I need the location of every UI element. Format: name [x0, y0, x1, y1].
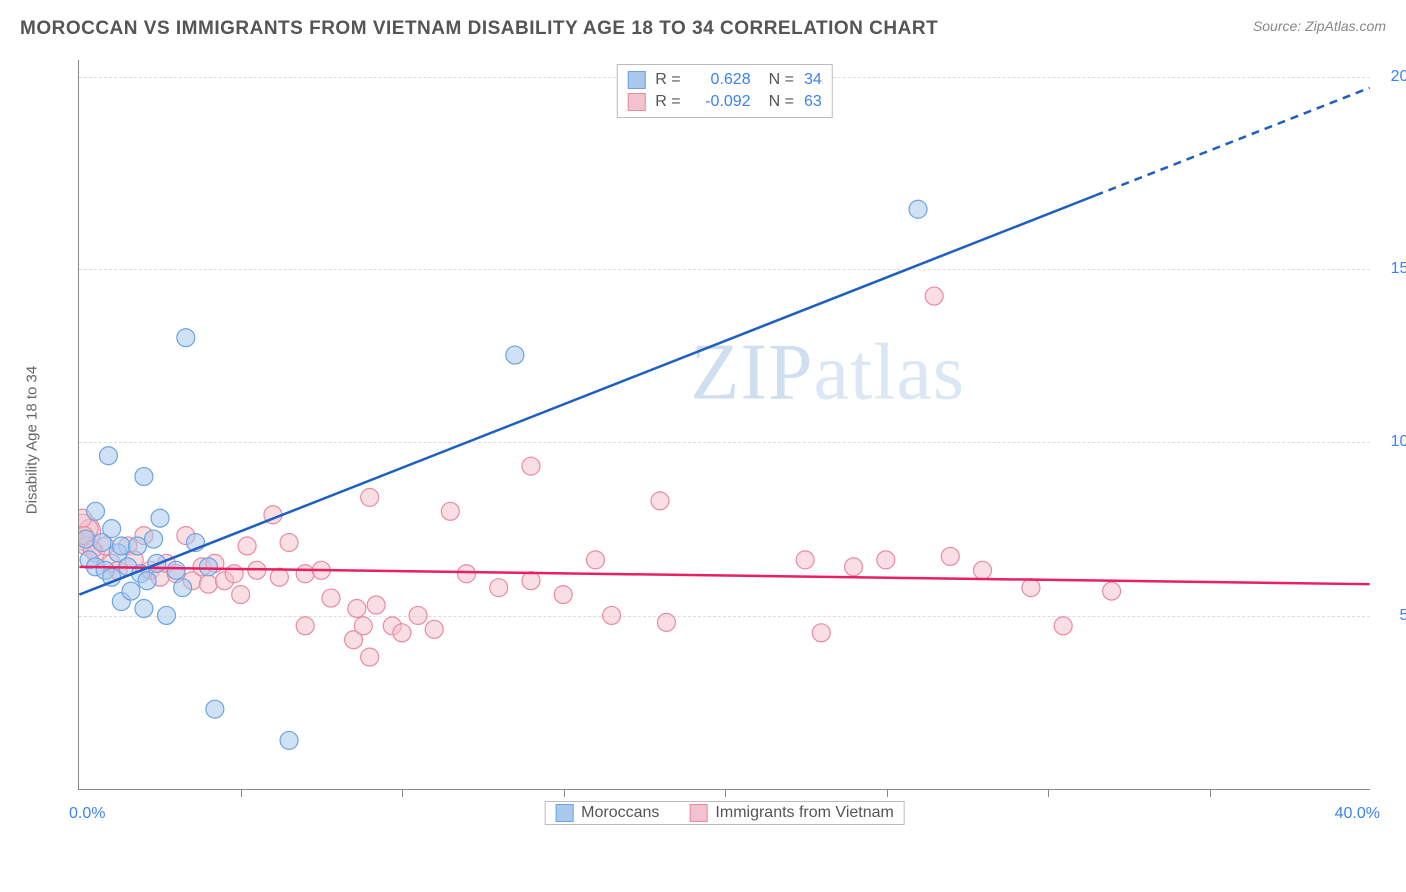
- y-tick-label: 15.0%: [1391, 260, 1406, 278]
- chart-header: MOROCCAN VS IMMIGRANTS FROM VIETNAM DISA…: [20, 18, 1386, 40]
- n-value-moroccans: 34: [804, 71, 822, 89]
- y-axis-label: Disability Age 18 to 34: [24, 366, 41, 514]
- chart-area: Disability Age 18 to 34 ZIPatlas R = 0.6…: [50, 60, 1370, 820]
- series-legend: Moroccans Immigrants from Vietnam: [544, 801, 905, 825]
- r-label: R =: [655, 93, 680, 111]
- x-tick: [1048, 789, 1049, 797]
- swatch-pink: [627, 93, 645, 111]
- x-tick: [402, 789, 403, 797]
- legend-label-vietnam: Immigrants from Vietnam: [715, 804, 893, 822]
- n-label: N =: [769, 71, 794, 89]
- swatch-pink-icon: [689, 804, 707, 822]
- chart-source: Source: ZipAtlas.com: [1253, 18, 1386, 34]
- legend-item-moroccans: Moroccans: [555, 804, 659, 822]
- x-axis-min-label: 0.0%: [69, 805, 105, 823]
- correlation-legend: R = 0.628 N = 34 R = -0.092 N = 63: [616, 64, 832, 118]
- y-tick-label: 10.0%: [1391, 433, 1406, 451]
- n-value-vietnam: 63: [804, 93, 822, 111]
- plot-svg: [79, 60, 1370, 789]
- swatch-blue-icon: [555, 804, 573, 822]
- x-tick: [1210, 789, 1211, 797]
- x-tick: [887, 789, 888, 797]
- y-tick-label: 20.0%: [1391, 68, 1406, 86]
- r-value-moroccans: 0.628: [691, 71, 751, 89]
- legend-row-vietnam: R = -0.092 N = 63: [627, 91, 821, 113]
- x-tick: [241, 789, 242, 797]
- n-label: N =: [769, 93, 794, 111]
- x-tick: [725, 789, 726, 797]
- plot-region: ZIPatlas R = 0.628 N = 34 R = -0.092 N =…: [78, 60, 1370, 790]
- x-axis-max-label: 40.0%: [1335, 805, 1380, 823]
- legend-row-moroccans: R = 0.628 N = 34: [627, 69, 821, 91]
- r-label: R =: [655, 71, 680, 89]
- chart-title: MOROCCAN VS IMMIGRANTS FROM VIETNAM DISA…: [20, 18, 938, 40]
- r-value-vietnam: -0.092: [691, 93, 751, 111]
- legend-item-vietnam: Immigrants from Vietnam: [689, 804, 893, 822]
- legend-label-moroccans: Moroccans: [581, 804, 659, 822]
- x-tick: [564, 789, 565, 797]
- y-tick-label: 5.0%: [1400, 607, 1406, 625]
- swatch-blue: [627, 71, 645, 89]
